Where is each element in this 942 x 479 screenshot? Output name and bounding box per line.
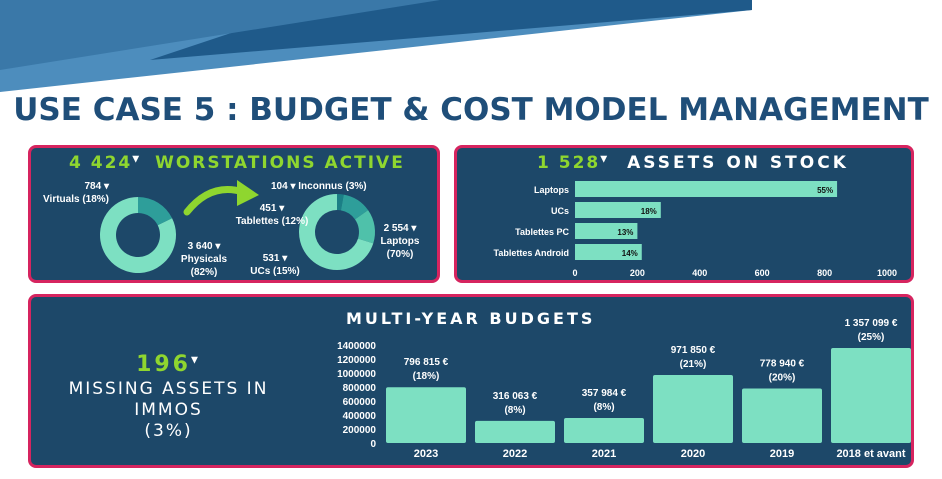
budget-value-label: 316 063 € [493,391,538,402]
ucs-label: 531 ▾ UCs (15%) [250,253,300,277]
budget-value-label: 796 815 € [404,357,449,368]
stock-bar [575,244,642,260]
budget-bar [386,387,466,443]
budget-x-label: 2023 [414,448,438,460]
missing-label-line2: IMMOS [134,400,203,420]
stock-bar [575,181,838,197]
stock-x-tick: 600 [755,268,770,278]
budgets-panel: 196▼ MISSING ASSETS IN IMMOS (3%) MULTI-… [28,294,914,468]
stock-data-label: 14% [622,249,638,258]
tablettes-label: 451 ▾ Tablettes (12%) [235,203,309,227]
stock-x-tick: 800 [817,268,832,278]
stock-data-label: 55% [817,186,833,195]
stock-category-label: UCs [551,206,569,216]
workstations-title: 4 424▼ WORSTATIONS ACTIVE [69,153,405,173]
stock-category-label: Tablettes PC [515,227,569,237]
stock-bar [575,223,638,239]
budget-pct-label: (8%) [504,405,525,416]
stock-category-label: Laptops [534,185,569,195]
budget-pct-label: (21%) [680,359,707,370]
physicals-label: 3 640 ▾ Physicals (82%) [180,241,228,278]
donut-slice-tablettes [340,194,369,220]
budget-pct-label: (8%) [593,402,614,413]
budget-y-tick: 400000 [343,411,377,422]
donut-slice-inconnus [337,194,344,211]
stock-category-label: Tablettes Android [493,248,569,258]
budget-value-label: 971 850 € [671,345,716,356]
budgets-title: MULTI-YEAR BUDGETS [346,309,596,328]
missing-count: 196▼ [136,352,201,377]
budget-y-tick: 1200000 [337,355,376,366]
stock-panel: 1 528▼ ASSETS ON STOCK Laptops 55% UCs 18% T… [454,145,914,283]
stock-x-tick: 400 [692,268,707,278]
budget-y-tick: 1000000 [337,369,376,380]
budget-y-tick: 600000 [343,397,377,408]
budget-bar [564,417,644,443]
donut-slice-laptops [299,194,374,270]
budget-x-label: 2019 [770,448,794,460]
budget-y-tick: 1400000 [337,341,376,352]
virtual-physical-donut [100,197,176,273]
budget-value-label: 357 984 € [582,388,627,399]
budget-pct-label: (25%) [858,332,885,343]
workstations-count: 4 424 [69,153,133,173]
budget-x-label: 2022 [503,448,527,460]
donut-slice-ucs [354,210,375,244]
budget-bar [475,420,555,443]
budget-value-label: 1 357 099 € [845,318,898,329]
budget-value-label: 778 940 € [760,358,805,369]
budget-bar [831,348,911,443]
inconnus-label: 104 ▾ Inconnus (3%) [271,181,367,192]
stock-bar [575,202,661,218]
budget-bar-chart: 1400000 1200000 1000000 800000 600000 400000 2… [337,318,911,460]
laptops-label: 2 554 ▾ Laptops (70%) [380,223,420,260]
stock-data-label: 13% [617,228,633,237]
stock-x-tick: 200 [630,268,645,278]
device-type-donut [299,194,375,270]
budget-x-label: 2018 et avant [836,448,905,460]
page-title: USE CASE 5 : BUDGET & COST MODEL MANAGEM… [13,92,929,128]
donut-slice-virtuals [138,197,173,226]
header-stripe [0,0,752,92]
stock-x-tick: 1000 [877,268,897,278]
budget-y-tick: 200000 [343,425,377,436]
curved-arrow-icon [183,180,259,216]
workstations-panel: 4 424▼ WORSTATIONS ACTIVE 784 ▾ Virtuals … [28,145,440,283]
missing-label-line3: (3%) [144,421,193,441]
budget-pct-label: (20%) [769,372,796,383]
virtuals-label: 784 ▾ Virtuals (18%) [43,181,109,205]
missing-label-line1: MISSING ASSETS IN [68,379,269,399]
budget-x-label: 2021 [592,448,616,460]
stock-bar-chart: Laptops 55% UCs 18% Tablettes PC 13% Tablettes… [493,181,897,278]
stock-x-tick: 0 [572,268,577,278]
budget-pct-label: (18%) [413,371,440,382]
donut-slice-physicals [100,197,176,273]
budget-bar [653,374,733,443]
stock-label: ASSETS ON STOCK [627,153,849,173]
budget-x-label: 2020 [681,448,705,460]
stock-title: 1 528▼ ASSETS ON STOCK [537,153,849,173]
budget-y-tick: 0 [370,439,376,450]
stock-count: 1 528 [537,153,601,173]
budget-y-tick: 800000 [343,383,377,394]
budget-bar [742,388,822,443]
stock-data-label: 18% [641,207,657,216]
workstations-label: WORSTATIONS ACTIVE [155,153,405,173]
